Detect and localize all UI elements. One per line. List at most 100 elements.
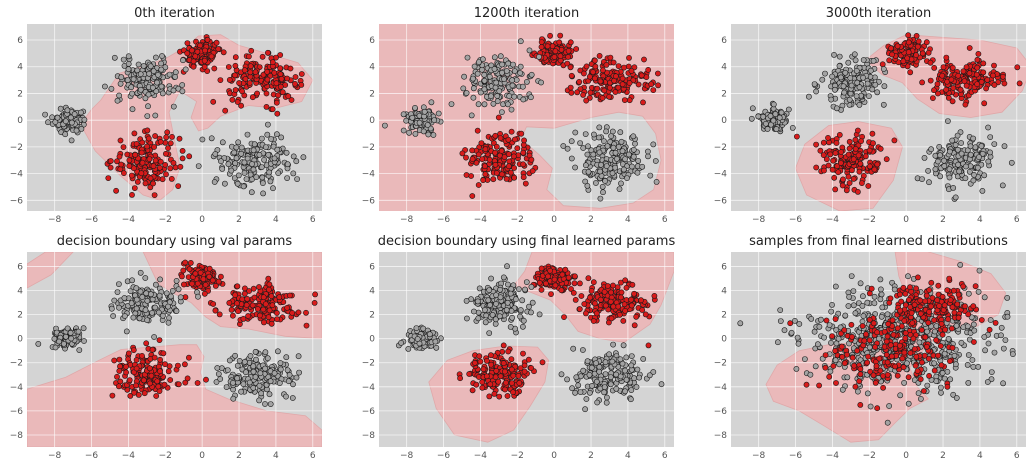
- data-point: [894, 43, 901, 50]
- data-point: [225, 161, 232, 167]
- data-point: [584, 182, 591, 189]
- y-tick-label: 4: [369, 63, 375, 73]
- data-point: [124, 151, 131, 158]
- data-point: [232, 72, 238, 79]
- data-point: [413, 325, 420, 331]
- data-point: [792, 317, 798, 324]
- data-point: [647, 172, 654, 179]
- data-point: [400, 127, 407, 134]
- data-point: [165, 319, 172, 326]
- data-point: [763, 120, 769, 127]
- data-point: [500, 342, 507, 349]
- data-point: [604, 394, 610, 401]
- data-point: [249, 161, 255, 167]
- data-point: [499, 61, 505, 68]
- data-point: [969, 357, 976, 363]
- data-point: [943, 86, 949, 93]
- data-point: [621, 301, 628, 308]
- data-point: [580, 347, 586, 353]
- data-point: [159, 312, 166, 319]
- data-point: [936, 143, 943, 150]
- data-point: [645, 148, 651, 155]
- data-point: [156, 292, 163, 299]
- x-tick-label: −4: [826, 215, 840, 225]
- data-point: [927, 59, 934, 66]
- data-point: [234, 99, 241, 105]
- data-point: [905, 32, 912, 39]
- data-point: [139, 139, 146, 146]
- data-point: [463, 315, 470, 322]
- data-point: [491, 390, 498, 397]
- data-point: [254, 306, 261, 312]
- data-point: [570, 345, 577, 352]
- data-point: [582, 131, 589, 137]
- data-point: [925, 49, 932, 56]
- data-point: [967, 143, 974, 150]
- data-point: [247, 63, 254, 70]
- data-point: [552, 48, 559, 55]
- data-point: [179, 82, 186, 88]
- data-point: [482, 146, 489, 153]
- data-point: [588, 364, 595, 371]
- data-point: [54, 114, 61, 121]
- data-point: [602, 359, 609, 366]
- data-point: [481, 101, 488, 108]
- data-point: [222, 107, 229, 114]
- data-point: [130, 314, 137, 321]
- data-point: [547, 32, 553, 39]
- data-point: [501, 154, 508, 160]
- data-point: [470, 94, 477, 101]
- data-point: [528, 156, 535, 163]
- data-point: [125, 66, 132, 73]
- data-point: [156, 337, 163, 343]
- data-point: [190, 58, 197, 65]
- data-point: [520, 149, 527, 156]
- data-point: [244, 295, 251, 302]
- data-point: [235, 139, 242, 146]
- data-point: [492, 316, 499, 323]
- data-point: [475, 182, 482, 188]
- data-point: [964, 147, 971, 154]
- data-point: [601, 87, 608, 94]
- data-point: [952, 194, 959, 201]
- data-point: [416, 119, 423, 126]
- y-tick-label: 0: [17, 335, 23, 345]
- series-points: [42, 53, 307, 197]
- data-point: [247, 171, 254, 178]
- data-point: [274, 348, 281, 355]
- data-point: [825, 134, 831, 141]
- data-point: [851, 51, 858, 58]
- data-point: [479, 384, 486, 391]
- data-point: [591, 131, 597, 138]
- data-point: [938, 384, 944, 391]
- data-point: [475, 315, 482, 322]
- data-point: [208, 53, 215, 60]
- data-point: [551, 54, 558, 60]
- data-point: [572, 273, 578, 280]
- y-tick-label: −6: [10, 407, 24, 417]
- data-point: [260, 190, 266, 197]
- data-point: [973, 71, 980, 78]
- data-point: [565, 54, 571, 60]
- data-point: [186, 153, 193, 160]
- data-point: [852, 57, 859, 64]
- data-point: [640, 355, 647, 362]
- x-tick-label: −8: [400, 215, 414, 225]
- data-point: [253, 356, 259, 363]
- data-point: [226, 299, 233, 306]
- data-point: [238, 388, 244, 395]
- data-point: [604, 283, 611, 289]
- data-point: [470, 308, 477, 315]
- data-point: [619, 81, 626, 88]
- data-point: [284, 304, 290, 311]
- data-point: [267, 378, 274, 385]
- data-point: [269, 59, 276, 66]
- data-point: [655, 82, 661, 89]
- data-point: [981, 172, 988, 179]
- data-point: [616, 186, 623, 192]
- data-point: [858, 138, 864, 144]
- data-point: [247, 353, 254, 359]
- data-point: [539, 359, 546, 366]
